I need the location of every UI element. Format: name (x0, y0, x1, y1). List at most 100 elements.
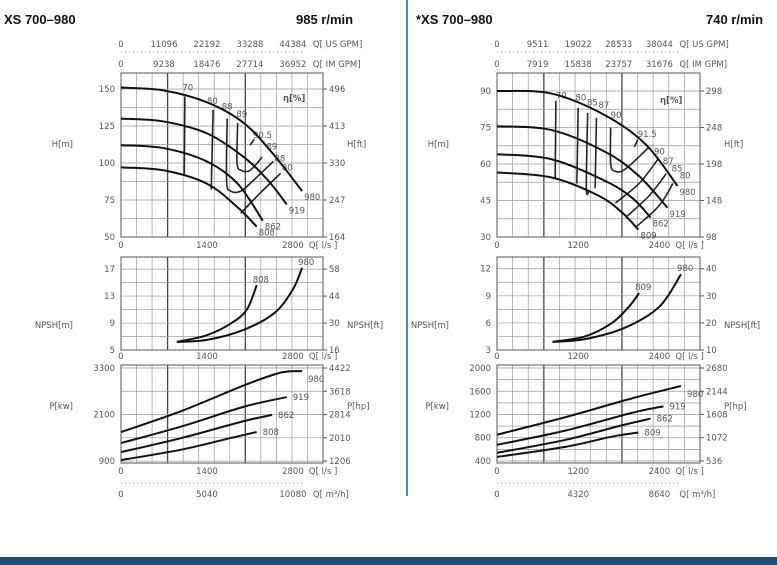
footer-bar (0, 557, 777, 565)
q-tick-label: 1400 (196, 467, 218, 477)
npsh-y-axis-label: NPSH[m] (35, 321, 73, 331)
efficiency-line (210, 109, 214, 190)
npsh-curve-980 (176, 267, 304, 343)
panel-divider (406, 0, 408, 496)
efficiency-label: 88 (274, 155, 285, 165)
head-y2-axis-label: H[ft] (347, 140, 366, 150)
npsh-y-tick-label: 17 (104, 265, 115, 275)
head-curve-808 (120, 166, 258, 228)
us-gpm-tick-label: 9511 (527, 40, 549, 50)
speed-label-right: 740 r/min (706, 12, 764, 27)
q-tick-label: 0 (494, 352, 499, 362)
head-curve-980 (496, 89, 679, 187)
npsh-y-tick-label: 3 (486, 346, 491, 356)
power-curve-label: 919 (669, 402, 685, 412)
power-y-axis-label: P[kw] (49, 402, 73, 412)
head-curve-label: 980 (679, 188, 695, 198)
power-y-tick-label: 1600 (469, 387, 491, 397)
us-gpm-tick-label: 11096 (150, 40, 177, 50)
head-curve-919 (120, 117, 288, 206)
npsh-curve-label: 809 (635, 283, 651, 293)
head-curve-label: 919 (670, 210, 686, 220)
efficiency-label: 91.5 (638, 130, 657, 140)
im-gpm-tick-label: 31676 (646, 60, 673, 70)
efficiency-label: 89 (267, 143, 278, 153)
im-gpm-tick-label: 15838 (565, 60, 592, 70)
efficiency-label: 90 (611, 111, 622, 121)
m3h-unit-label: Q[ m³/h] (679, 490, 715, 500)
head-y-axis-label: H[m] (52, 140, 73, 150)
efficiency-line (585, 112, 590, 196)
efficiency-label: 89 (236, 110, 247, 120)
power-curve-919 (496, 405, 664, 446)
head-y-tick-label: 75 (104, 196, 115, 206)
power-curve-862 (120, 413, 273, 454)
power-curve-label: 808 (263, 428, 279, 438)
efficiency-label: 85 (587, 99, 598, 109)
power-y2-tick-label: 2144 (706, 387, 728, 397)
efficiency-line (554, 100, 557, 179)
power-y2-tick-label: 3618 (329, 387, 351, 397)
plot-frame-npsh (496, 256, 701, 351)
npsh-y2-tick-label: 10 (706, 346, 717, 356)
power-curve-980 (120, 370, 303, 433)
head-curve-label: 980 (304, 193, 320, 203)
power-curve-label: 809 (644, 429, 660, 439)
npsh-y-tick-label: 12 (480, 265, 491, 275)
us-gpm-tick-label: 33288 (236, 40, 263, 50)
q-unit-label: Q[ l/s ] (309, 352, 337, 362)
q-tick-label: 1400 (196, 241, 218, 251)
head-y2-tick-label: 298 (706, 87, 722, 97)
head-y2-tick-label: 247 (329, 196, 345, 206)
q-tick-label: 2800 (282, 467, 304, 477)
us-gpm-tick-label: 0 (118, 40, 123, 50)
efficiency-line (240, 172, 282, 214)
head-y-tick-label: 100 (99, 159, 115, 169)
q-tick-label: 2400 (649, 352, 671, 362)
power-y2-axis-label: P[hp] (724, 402, 747, 412)
power-curve-980 (496, 385, 682, 436)
us-gpm-tick-label: 28533 (605, 40, 632, 50)
head-y2-tick-label: 413 (329, 122, 345, 132)
npsh-y2-tick-label: 44 (329, 292, 340, 302)
q-tick-label: 2400 (649, 467, 671, 477)
q-tick-label: 1400 (196, 352, 218, 362)
head-y2-tick-label: 164 (329, 233, 345, 243)
power-y2-tick-label: 1072 (706, 434, 728, 444)
q-tick-label: 2800 (282, 241, 304, 251)
npsh-y-tick-label: 6 (486, 319, 491, 329)
power-y2-axis-label: P[hp] (347, 402, 370, 412)
m3h-tick-label: 0 (494, 490, 499, 500)
head-curve-label: 919 (289, 206, 305, 216)
im-gpm-tick-label: 7919 (527, 60, 549, 70)
power-y2-tick-label: 2010 (329, 434, 351, 444)
power-y2-tick-label: 4422 (329, 364, 351, 374)
efficiency-line (249, 138, 255, 146)
npsh-y-tick-label: 5 (110, 346, 115, 356)
efficiency-line (576, 108, 579, 184)
efficiency-label: 90.5 (253, 131, 272, 141)
q-tick-label: 0 (118, 467, 123, 477)
head-y-tick-label: 125 (99, 122, 115, 132)
speed-label-left: 985 r/min (296, 12, 354, 27)
q-tick-label: 1200 (567, 467, 589, 477)
efficiency-label: 70 (182, 83, 193, 93)
head-y-tick-label: 45 (480, 197, 491, 207)
npsh-y-tick-label: 13 (104, 292, 115, 302)
m3h-unit-label: Q[ m³/h] (313, 490, 349, 500)
head-curve-919 (496, 125, 669, 209)
efficiency-line (225, 118, 274, 194)
power-curve-label: 862 (278, 411, 294, 421)
m3h-tick-label: 5040 (196, 490, 218, 500)
npsh-y2-tick-label: 30 (706, 292, 717, 302)
efficiency-line (635, 183, 674, 228)
npsh-y-tick-label: 9 (486, 292, 491, 302)
power-curve-label: 862 (657, 415, 673, 425)
q-tick-label: 0 (494, 467, 499, 477)
head-y2-tick-label: 496 (329, 85, 345, 95)
head-y-tick-label: 60 (480, 160, 491, 170)
power-y-tick-label: 3300 (93, 364, 115, 374)
power-y2-tick-label: 2680 (706, 364, 728, 374)
efficiency-label: 87 (599, 101, 610, 111)
npsh-curve-808 (176, 284, 258, 343)
